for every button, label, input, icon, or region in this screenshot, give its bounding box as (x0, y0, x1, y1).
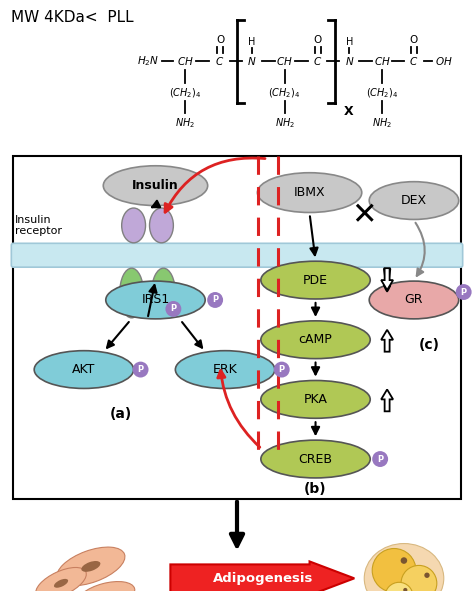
Text: O: O (410, 34, 418, 44)
Text: P: P (461, 288, 467, 296)
Circle shape (456, 284, 472, 300)
Text: P: P (212, 295, 218, 304)
Text: (c): (c) (419, 338, 439, 352)
Text: $CH$: $CH$ (374, 55, 391, 68)
Text: IBMX: IBMX (294, 186, 325, 199)
Text: $CH$: $CH$ (276, 55, 293, 68)
Circle shape (372, 549, 416, 592)
Ellipse shape (261, 321, 370, 359)
Ellipse shape (82, 561, 100, 572)
Text: $N$: $N$ (247, 55, 256, 68)
Text: MW 4KDa<  PLL: MW 4KDa< PLL (11, 9, 134, 25)
Ellipse shape (261, 261, 370, 299)
Circle shape (403, 588, 407, 592)
Text: DEX: DEX (401, 194, 427, 207)
Ellipse shape (57, 547, 125, 586)
Ellipse shape (149, 208, 173, 243)
FancyArrow shape (381, 268, 393, 290)
Ellipse shape (261, 381, 370, 418)
Text: $NH_2$: $NH_2$ (274, 116, 295, 130)
Text: ERK: ERK (213, 363, 237, 376)
Circle shape (401, 565, 437, 593)
Text: Adipogenesis: Adipogenesis (213, 572, 313, 585)
Text: PDE: PDE (303, 273, 328, 286)
Text: $C$: $C$ (216, 55, 225, 68)
Text: GR: GR (405, 294, 423, 307)
Ellipse shape (77, 582, 135, 593)
Text: Insulin
receptor: Insulin receptor (15, 215, 62, 236)
Circle shape (133, 362, 148, 378)
Text: $C$: $C$ (313, 55, 322, 68)
Text: P: P (137, 365, 144, 374)
Text: $NH_2$: $NH_2$ (372, 116, 392, 130)
Ellipse shape (98, 592, 114, 593)
FancyBboxPatch shape (11, 243, 463, 267)
Circle shape (207, 292, 223, 308)
Text: O: O (313, 34, 322, 44)
Ellipse shape (261, 440, 370, 478)
Ellipse shape (34, 350, 134, 388)
Text: $OH$: $OH$ (435, 55, 453, 68)
Text: (a): (a) (109, 407, 132, 421)
Circle shape (372, 451, 388, 467)
Text: $(CH_2)_4$: $(CH_2)_4$ (366, 87, 398, 100)
Ellipse shape (369, 181, 459, 219)
Ellipse shape (122, 208, 146, 243)
Text: PKA: PKA (304, 393, 328, 406)
Ellipse shape (152, 268, 175, 318)
Text: $NH_2$: $NH_2$ (175, 116, 195, 130)
Text: cAMP: cAMP (299, 333, 332, 346)
Ellipse shape (257, 173, 362, 212)
Text: H: H (346, 37, 353, 46)
Text: $CH$: $CH$ (177, 55, 194, 68)
Text: $N$: $N$ (345, 55, 354, 68)
Circle shape (424, 573, 429, 578)
Ellipse shape (36, 568, 86, 593)
Text: P: P (377, 455, 383, 464)
Circle shape (165, 301, 182, 317)
Text: P: P (279, 365, 285, 374)
Text: X: X (343, 105, 353, 118)
Circle shape (401, 557, 407, 564)
Text: AKT: AKT (72, 363, 96, 376)
FancyArrow shape (381, 390, 393, 412)
Ellipse shape (106, 281, 205, 319)
Text: $(CH_2)_4$: $(CH_2)_4$ (268, 87, 301, 100)
Ellipse shape (103, 166, 208, 206)
Circle shape (385, 582, 413, 593)
Text: O: O (216, 34, 224, 44)
Text: ✕: ✕ (352, 201, 377, 230)
Text: Insulin: Insulin (132, 179, 179, 192)
Circle shape (274, 362, 290, 378)
FancyArrow shape (381, 330, 393, 352)
Ellipse shape (364, 544, 444, 593)
Ellipse shape (54, 579, 68, 588)
Text: $C$: $C$ (410, 55, 419, 68)
Text: (b): (b) (304, 482, 327, 496)
FancyArrow shape (170, 562, 354, 593)
Text: IRS1: IRS1 (141, 294, 170, 307)
Ellipse shape (369, 281, 459, 319)
Bar (13, 156, 461, 499)
Text: CREB: CREB (299, 452, 333, 466)
Text: H: H (248, 37, 255, 46)
Ellipse shape (175, 350, 275, 388)
Text: $H_2N$: $H_2N$ (137, 55, 160, 68)
Text: $(CH_2)_4$: $(CH_2)_4$ (169, 87, 201, 100)
Ellipse shape (120, 268, 144, 318)
Text: P: P (170, 304, 176, 314)
